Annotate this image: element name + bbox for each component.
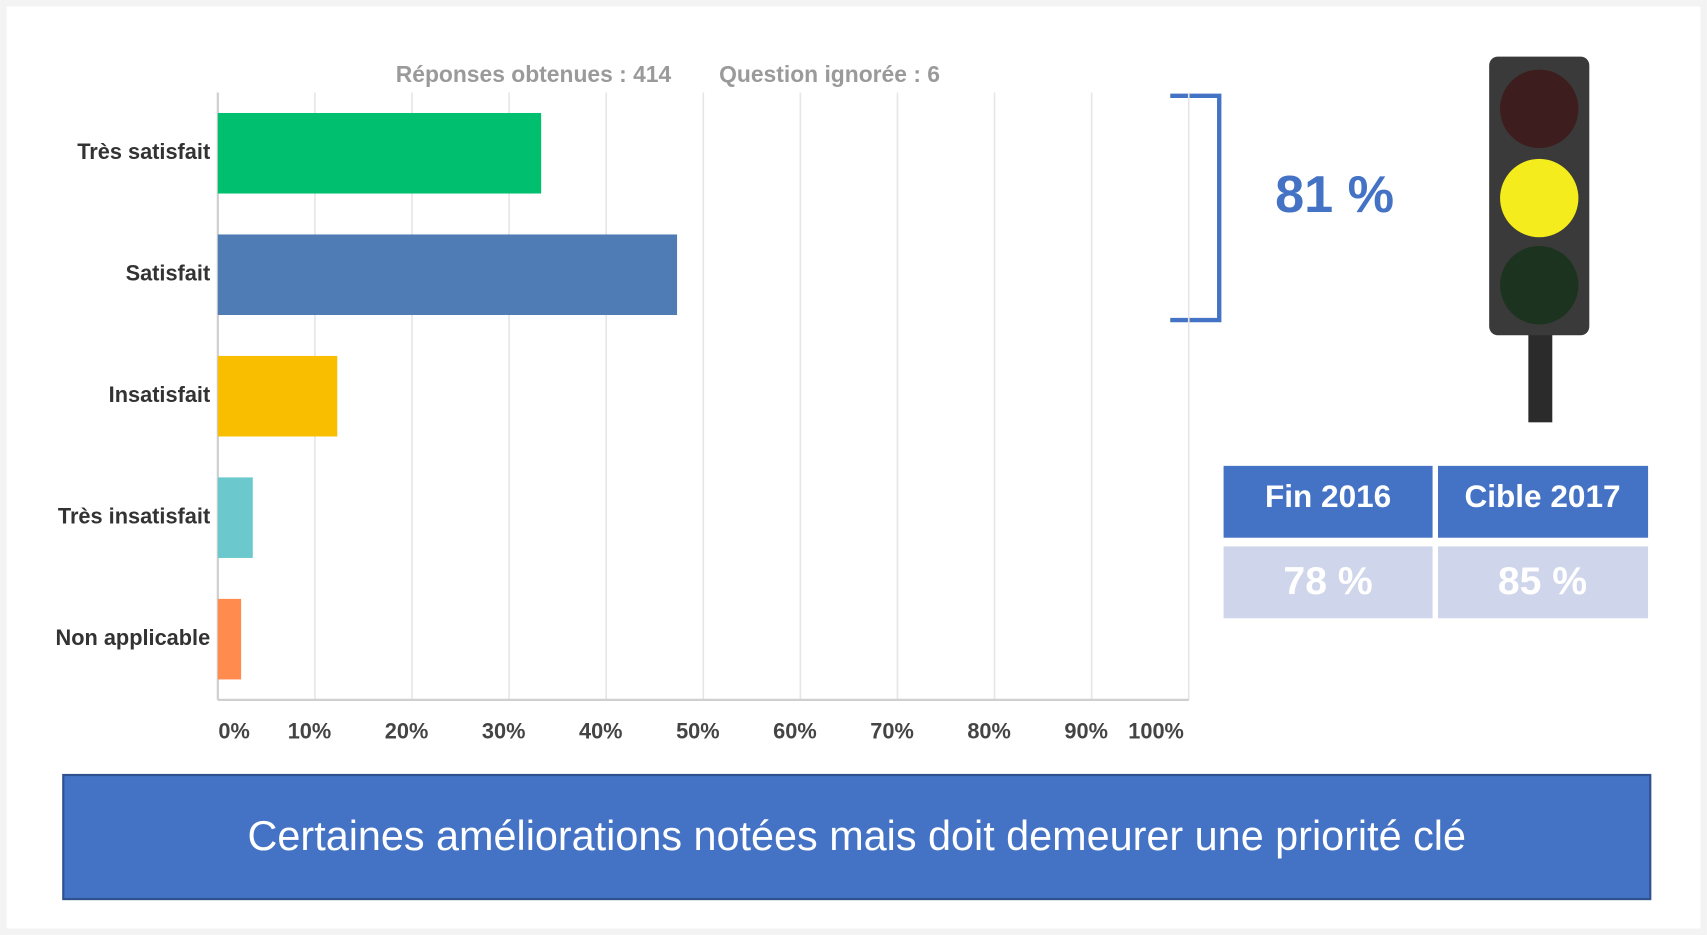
subtitle: Question ignorée : 6 (719, 61, 940, 87)
y-tick-label: Très insatisfait (58, 503, 210, 528)
traffic-light (1489, 56, 1590, 423)
cell-text: 78 % (1283, 560, 1372, 603)
y-tick-label: Très satisfait (77, 139, 210, 164)
x-tick-label: 20% (385, 718, 429, 743)
chart: Réponses obtenues : 414 Question ignorée … (56, 61, 1190, 743)
yellow-light (1500, 158, 1579, 238)
bracket (1170, 93, 1222, 323)
green-light (1500, 245, 1579, 325)
x-tick-label: 70% (870, 718, 914, 743)
header-text: Fin 2016 (1265, 478, 1391, 514)
bar (217, 355, 338, 437)
header-cell (1438, 465, 1649, 538)
x-tick-label: 100% (1128, 718, 1184, 743)
header-text: Cible 2017 (1464, 478, 1620, 514)
red-light (1500, 69, 1579, 149)
y-tick-label: Insatisfait (109, 382, 211, 407)
header-cell (1223, 465, 1433, 538)
bar (217, 112, 542, 194)
pole (1528, 326, 1553, 423)
banner-text: Certaines améliorations notées mais doit… (248, 813, 1466, 859)
x-tick-label: 50% (676, 718, 720, 743)
bar (217, 477, 253, 558)
banner (62, 773, 1652, 901)
x-tick-label: 10% (288, 718, 332, 743)
cell-text: 85 % (1498, 560, 1587, 603)
x-tick-label: 90% (1064, 718, 1108, 743)
x-tick-label: 30% (482, 718, 526, 743)
y-tick-label: Non applicable (56, 625, 211, 650)
x-tick-label: 0% (218, 718, 249, 743)
value-cell (1438, 546, 1649, 619)
bar (217, 598, 242, 680)
value-cell (1223, 546, 1433, 619)
y-tick-label: Satisfait (126, 260, 211, 285)
x-tick-label: 40% (579, 718, 623, 743)
bar (217, 234, 678, 316)
x-tick-label: 80% (967, 718, 1011, 743)
summary-value: 81 % (1275, 166, 1394, 224)
target-table: Fin 2016 Cible 2017 78 % 85 % (1223, 465, 1649, 619)
subtitle: Réponses obtenues : 414 (396, 61, 672, 87)
x-tick-label: 60% (773, 718, 817, 743)
